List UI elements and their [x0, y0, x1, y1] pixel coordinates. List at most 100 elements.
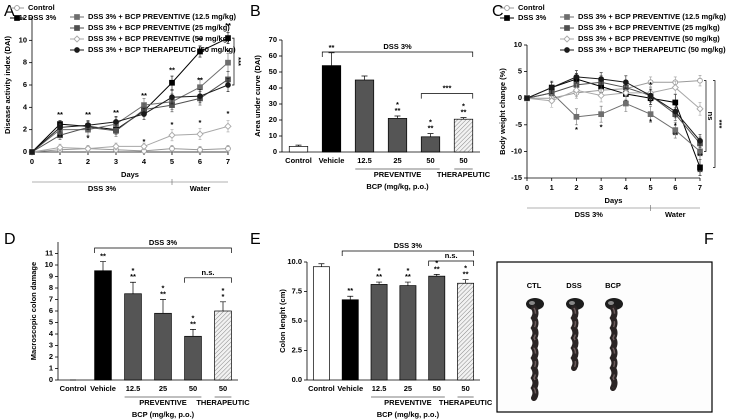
x-tick-label: 50 [461, 384, 469, 393]
error-bar [347, 295, 354, 300]
y-tick-label: 50 [269, 67, 277, 76]
group-label: PREVENTIVE [374, 170, 422, 179]
marker [548, 97, 556, 105]
marker [623, 100, 629, 107]
bracket [704, 80, 707, 152]
marker [548, 84, 555, 91]
y-tick-label: 2.5 [292, 345, 302, 354]
series-line [31, 62, 229, 153]
significance: ** [329, 43, 335, 52]
x-tick-label: 5 [648, 183, 652, 192]
error-bar [462, 279, 469, 284]
legend-label: DSS 3% + BCP PREVENTIVE (50 mg/kg) [578, 34, 720, 43]
x-tick-label: 0 [525, 183, 529, 192]
x-tick-label: 6 [673, 183, 677, 192]
bar [428, 275, 446, 381]
panel-letter: C [492, 3, 504, 20]
y-tick-label: 10 [45, 260, 53, 269]
error-bar [130, 281, 136, 294]
x-tick-label: 50 [219, 384, 227, 393]
series-line [526, 87, 701, 110]
y-tick-label: 60 [269, 51, 277, 60]
bracket-label: *** [234, 57, 243, 66]
colon-highlight [612, 307, 616, 389]
x-axis-label: BCP (mg/kg, p.o.) [377, 410, 440, 419]
marker [197, 84, 203, 91]
x-tick-label: 5 [170, 157, 174, 166]
caecum [605, 298, 623, 310]
marker [672, 108, 679, 115]
x-tick-label: 0 [30, 157, 34, 166]
significance: ** [130, 272, 136, 281]
bracket-label: DSS 3% [383, 42, 412, 51]
significance: ** [190, 319, 196, 328]
marker [225, 35, 231, 41]
legend-marker [74, 25, 80, 31]
x-tick-label: 25 [393, 156, 401, 165]
error-bar [361, 75, 368, 80]
legend-label: DSS 3% + BCP PREVENTIVE (50 mg/kg) [88, 34, 230, 43]
error-bar [318, 263, 325, 267]
annotation: * [600, 122, 603, 131]
marker [56, 143, 64, 152]
marker [225, 82, 231, 88]
marker [169, 94, 175, 101]
x-tick-label: 12.5 [372, 384, 387, 393]
legend-marker [564, 25, 570, 31]
marker [598, 76, 604, 82]
caecum-shine [608, 301, 614, 305]
caecum [526, 298, 544, 310]
bracket [428, 260, 475, 266]
y-tick-label: 12 [19, 13, 27, 22]
x-tick-label: 4 [142, 157, 147, 166]
marker [672, 99, 679, 106]
error-bar [220, 301, 226, 311]
marker [113, 127, 119, 134]
marker [57, 124, 63, 131]
significance: ** [100, 252, 106, 261]
group-label: THERAPEUTIC [437, 170, 491, 179]
phase-label: Water [190, 184, 211, 193]
bar [94, 270, 112, 381]
annotation: * [674, 121, 677, 130]
bar [321, 65, 342, 153]
y-tick-label: 70 [269, 35, 277, 44]
significance: * [132, 266, 135, 275]
y-tick-label: 11 [45, 248, 53, 257]
y-tick-label: 10 [19, 35, 27, 44]
annotation: ** [169, 65, 175, 74]
y-tick-label: 8 [49, 283, 53, 292]
y-tick-label: 6 [49, 306, 53, 315]
y-tick-label: 6 [23, 80, 27, 89]
y-tick-label: 2 [49, 352, 53, 361]
y-tick-label: 30 [269, 99, 277, 108]
y-axis-label: Macroscopic colon damage [29, 262, 38, 360]
annotation: ** [57, 110, 63, 119]
legend-label: DSS 3% [518, 13, 547, 22]
legend-label: DSS 3% [28, 13, 57, 22]
significance: ** [434, 264, 440, 273]
bar [420, 136, 441, 153]
marker [572, 86, 581, 94]
y-tick-label: -10 [511, 146, 522, 155]
annotation: ** [141, 91, 147, 100]
y-tick-label: 0 [518, 93, 522, 102]
marker [197, 146, 203, 153]
bar [354, 79, 375, 153]
bar [154, 312, 172, 381]
x-tick-label: 3 [599, 183, 603, 192]
series-line [31, 79, 229, 153]
error-bar [460, 117, 467, 120]
y-tick-label: 10 [514, 40, 522, 49]
bar [457, 282, 475, 381]
bracket-label: *** [443, 84, 452, 93]
significance: * [464, 264, 467, 273]
bar [288, 146, 309, 153]
bracket [341, 250, 475, 256]
significance: * [222, 286, 225, 295]
marker [672, 127, 679, 133]
phase-label: DSS 3% [575, 210, 604, 219]
series-line [526, 76, 701, 142]
legend-label: DSS 3% + BCP PREVENTIVE (25 mg/kg) [578, 23, 720, 32]
legend-marker [564, 47, 570, 53]
